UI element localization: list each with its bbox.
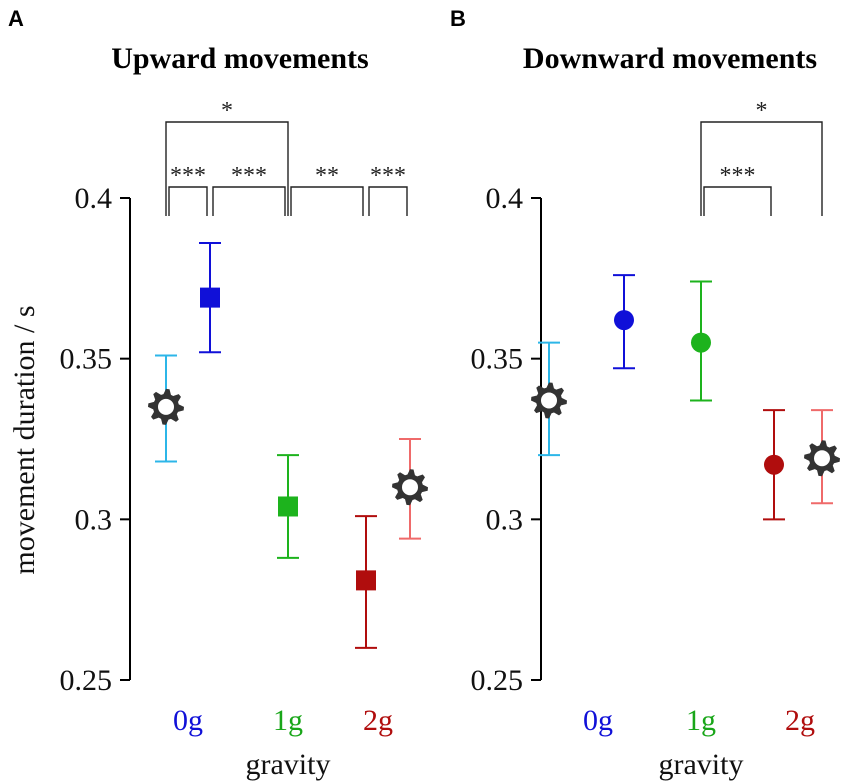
- significance-label: ***: [370, 163, 406, 189]
- square-marker: [356, 570, 376, 591]
- panel-b-x-axis-title: gravity: [659, 748, 744, 781]
- significance-label: ***: [231, 163, 267, 189]
- significance-bracket: ***: [168, 163, 208, 216]
- gear-marker-hole: [402, 479, 418, 496]
- significance-bracket: **: [290, 163, 364, 216]
- category-label-1g: 1g: [273, 704, 303, 737]
- panel-a: A Upward movements movement duration / s…: [8, 6, 428, 781]
- y-tick-label: 0.4: [75, 182, 113, 215]
- data-point: [804, 409, 840, 505]
- significance-bracket: *: [700, 98, 823, 216]
- category-label-0g: 0g: [583, 704, 613, 737]
- data-point: [392, 438, 428, 540]
- bracket-line: [168, 186, 208, 216]
- data-point: [355, 515, 377, 649]
- data-point: [148, 354, 184, 463]
- gear-marker-hole: [158, 398, 174, 415]
- panel-a-letter: A: [8, 6, 24, 31]
- panel-a-x-axis-title: gravity: [246, 748, 331, 781]
- square-marker: [200, 287, 220, 308]
- y-tick-label: 0.25: [471, 664, 524, 697]
- y-axis-title: movement duration / s: [8, 305, 41, 574]
- data-point: [277, 454, 299, 559]
- bracket-line: [165, 121, 289, 216]
- significance-bracket: ***: [368, 163, 408, 216]
- significance-label: ***: [170, 163, 206, 189]
- y-tick-label: 0.4: [486, 182, 524, 215]
- data-point: [763, 409, 785, 521]
- y-tick-label: 0.3: [75, 503, 113, 536]
- y-tick-label: 0.25: [60, 664, 113, 697]
- significance-label: ***: [720, 163, 756, 189]
- circle-marker: [764, 454, 784, 475]
- data-point: [199, 241, 221, 354]
- circle-marker: [691, 332, 711, 353]
- square-marker: [278, 496, 298, 517]
- bracket-line: [212, 186, 286, 216]
- panel-b-title: Downward movements: [523, 42, 817, 75]
- bracket-line: [290, 186, 364, 216]
- data-point: [531, 341, 567, 457]
- panel-b-letter: B: [450, 6, 466, 31]
- significance-label: *: [756, 98, 768, 124]
- significance-label: *: [221, 98, 233, 124]
- data-point: [690, 280, 712, 402]
- y-tick-label: 0.35: [471, 343, 524, 376]
- panel-a-title: Upward movements: [111, 42, 368, 75]
- significance-bracket: *: [165, 98, 289, 216]
- significance-label: **: [315, 163, 339, 189]
- data-point: [613, 274, 635, 370]
- category-label-2g: 2g: [363, 704, 393, 737]
- bracket-line: [368, 186, 408, 216]
- gear-marker-hole: [541, 392, 557, 409]
- circle-marker: [614, 310, 634, 331]
- significance-bracket: ***: [703, 163, 772, 216]
- gear-marker-hole: [814, 450, 830, 467]
- y-tick-label: 0.35: [60, 343, 113, 376]
- bracket-line: [700, 121, 823, 216]
- category-label-2g: 2g: [785, 704, 815, 737]
- category-label-1g: 1g: [686, 704, 716, 737]
- bracket-line: [703, 186, 772, 216]
- significance-bracket: ***: [212, 163, 286, 216]
- panel-b: B Downward movements gravity 0.4 0.35 0.3 0…: [450, 6, 840, 781]
- y-tick-label: 0.3: [486, 503, 524, 536]
- category-label-0g: 0g: [173, 704, 203, 737]
